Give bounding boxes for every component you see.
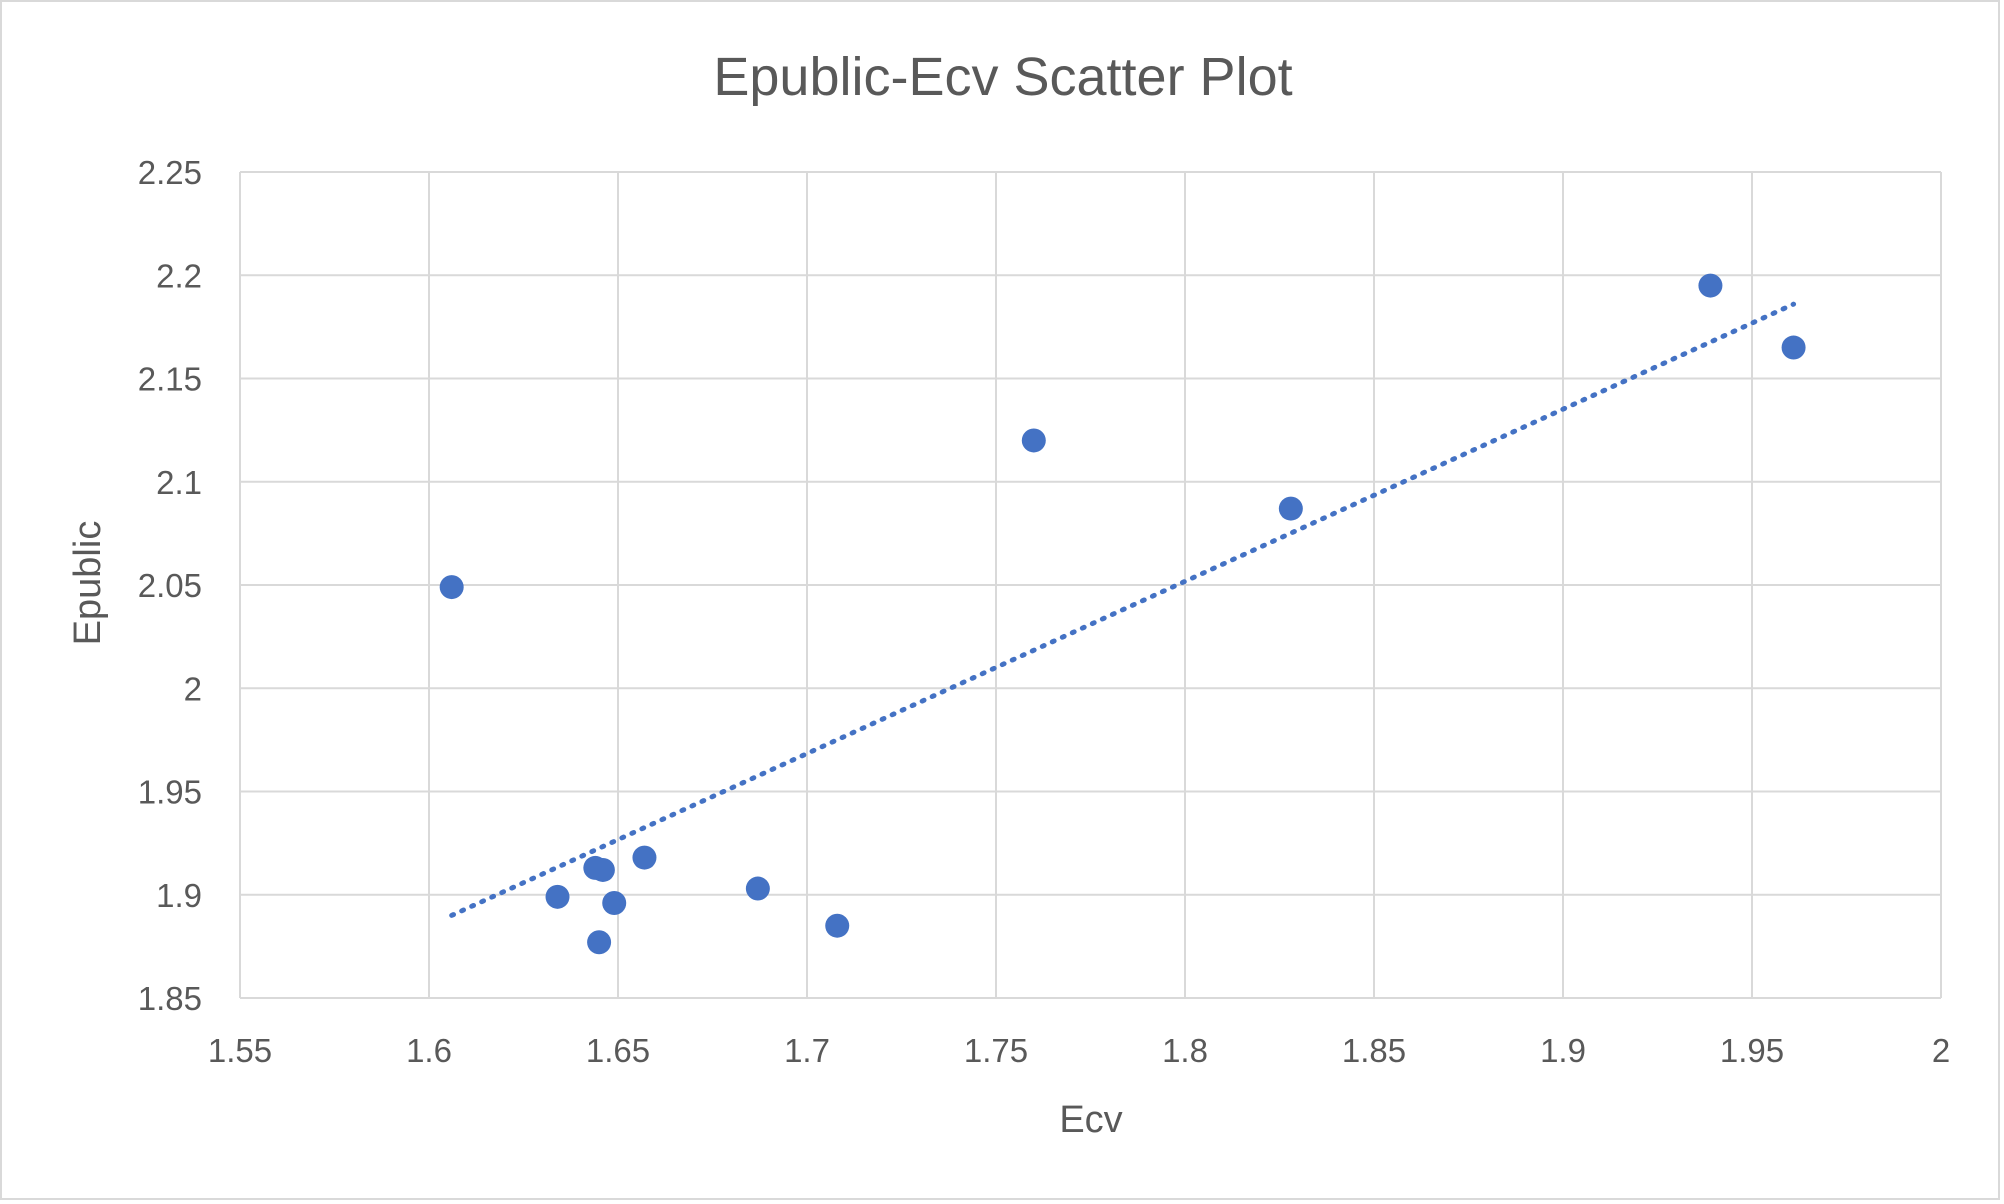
data-points (439, 273, 1806, 955)
data-point (1278, 496, 1303, 521)
data-point (602, 891, 627, 916)
data-point (545, 884, 570, 909)
x-tick-label: 1.6 (406, 1032, 452, 1069)
data-point (825, 913, 850, 938)
y-tick-label: 2.1 (156, 464, 202, 501)
y-tick-label: 2.15 (138, 361, 202, 398)
x-tick-labels: 1.55 1.6 1.65 1.7 1.75 1.8 1.85 1.9 1.95 2 (208, 1032, 1950, 1069)
x-tick-label: 1.95 (1720, 1032, 1784, 1069)
chart-title: Epublic-Ecv Scatter Plot (713, 47, 1292, 107)
x-tick-label: 1.7 (784, 1032, 830, 1069)
y-tick-labels: 1.85 1.9 1.95 2 2.05 2.1 2.15 2.2 2.25 (138, 154, 202, 1017)
data-point (1021, 428, 1046, 453)
y-tick-label: 1.85 (138, 980, 202, 1017)
y-tick-label: 2.25 (138, 154, 202, 191)
y-tick-label: 2.05 (138, 567, 202, 604)
data-point (1781, 335, 1806, 360)
y-axis-title: Epublic (67, 521, 109, 646)
x-tick-label: 1.55 (208, 1032, 272, 1069)
x-tick-label: 1.75 (964, 1032, 1028, 1069)
data-point (590, 857, 615, 882)
data-point (745, 876, 770, 901)
y-tick-label: 2.2 (156, 257, 202, 294)
data-point (439, 575, 464, 600)
y-tick-label: 2 (184, 670, 202, 707)
x-tick-label: 1.85 (1342, 1032, 1406, 1069)
x-tick-label: 2 (1932, 1032, 1950, 1069)
y-tick-label: 1.95 (138, 774, 202, 811)
data-point (587, 930, 612, 955)
data-point (1698, 273, 1723, 298)
trendline (449, 301, 1797, 918)
gridlines (239, 171, 1942, 999)
data-point (632, 845, 657, 870)
x-tick-label: 1.65 (586, 1032, 650, 1069)
x-tick-label: 1.8 (1162, 1032, 1208, 1069)
x-axis-title: Ecv (1059, 1099, 1122, 1141)
x-tick-label: 1.9 (1540, 1032, 1586, 1069)
y-tick-label: 1.9 (156, 877, 202, 914)
